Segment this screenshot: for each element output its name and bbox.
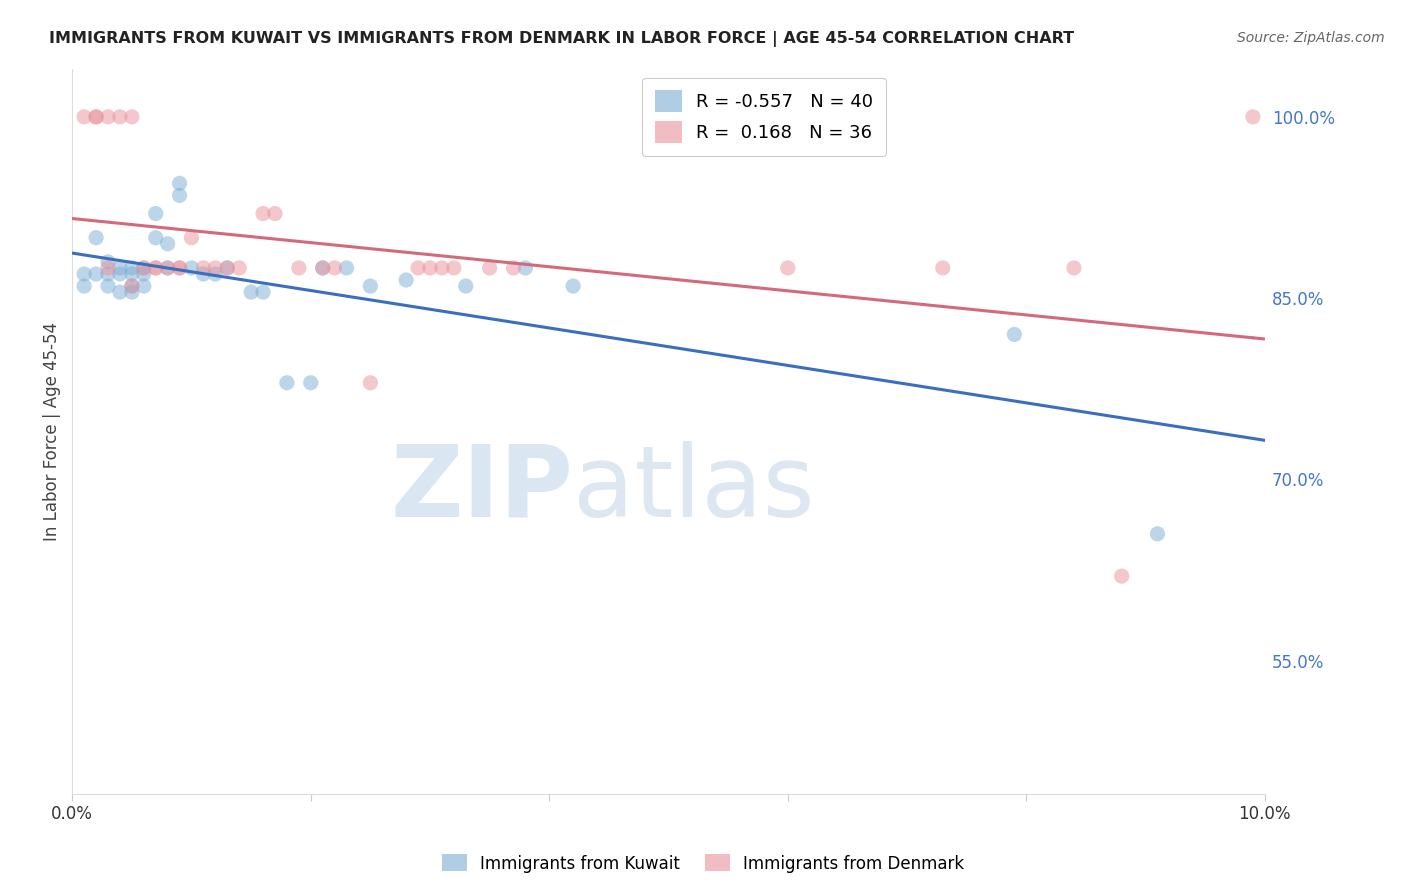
Point (145, 206, 167, 220)
Point (73, 267, 96, 281)
Point (502, 260, 524, 275)
Text: Source: ZipAtlas.com: Source: ZipAtlas.com (1237, 31, 1385, 45)
Legend: Immigrants from Kuwait, Immigrants from Denmark: Immigrants from Kuwait, Immigrants from … (434, 847, 972, 880)
Point (311, 260, 333, 275)
Point (121, 260, 143, 275)
Point (121, 110, 143, 124)
Point (97, 255, 120, 269)
Point (145, 260, 167, 275)
Point (169, 177, 191, 191)
Point (359, 376, 381, 390)
Point (108, 267, 131, 281)
Legend: R = -0.557   N = 40, R =  0.168   N = 36: R = -0.557 N = 40, R = 0.168 N = 36 (643, 78, 886, 156)
Point (73, 279, 96, 293)
Point (156, 260, 179, 275)
Point (419, 260, 441, 275)
Point (145, 231, 167, 245)
Point (359, 279, 381, 293)
Point (515, 260, 537, 275)
Point (97, 279, 120, 293)
Point (454, 279, 477, 293)
Point (108, 110, 131, 124)
Point (169, 188, 191, 202)
Point (932, 260, 955, 275)
Point (252, 206, 274, 220)
Point (443, 260, 465, 275)
Point (335, 260, 357, 275)
Point (776, 260, 799, 275)
Point (252, 285, 274, 299)
Point (1111, 569, 1133, 583)
Point (562, 279, 585, 293)
Point (323, 260, 346, 275)
Text: atlas: atlas (574, 441, 814, 538)
Point (84, 110, 107, 124)
Point (430, 260, 453, 275)
Point (121, 279, 143, 293)
Point (1146, 526, 1168, 541)
Point (395, 273, 418, 287)
Point (84, 231, 107, 245)
Text: IMMIGRANTS FROM KUWAIT VS IMMIGRANTS FROM DENMARK IN LABOR FORCE | AGE 45-54 COR: IMMIGRANTS FROM KUWAIT VS IMMIGRANTS FRO… (49, 31, 1074, 47)
Point (121, 279, 143, 293)
Point (108, 285, 131, 299)
Point (73, 110, 96, 124)
Point (193, 260, 215, 275)
Point (132, 260, 155, 275)
Point (132, 260, 155, 275)
Point (169, 260, 191, 275)
Point (217, 260, 239, 275)
Point (311, 260, 333, 275)
Point (288, 260, 311, 275)
Point (132, 279, 155, 293)
Point (264, 206, 287, 220)
Point (193, 267, 215, 281)
Y-axis label: In Labor Force | Age 45-54: In Labor Force | Age 45-54 (44, 322, 60, 541)
Point (1241, 110, 1264, 124)
Point (204, 267, 226, 281)
Point (169, 260, 191, 275)
Point (84, 267, 107, 281)
Point (478, 260, 501, 275)
Point (406, 260, 429, 275)
Point (217, 260, 239, 275)
Point (132, 267, 155, 281)
Point (121, 267, 143, 281)
Point (108, 260, 131, 275)
Point (1002, 327, 1025, 342)
Point (97, 260, 120, 275)
Point (228, 260, 250, 275)
Point (1063, 260, 1085, 275)
Point (121, 285, 143, 299)
Point (84, 110, 107, 124)
Point (276, 376, 298, 390)
Point (180, 231, 202, 245)
Point (145, 260, 167, 275)
Point (156, 260, 179, 275)
Point (240, 285, 263, 299)
Point (156, 236, 179, 251)
Point (97, 267, 120, 281)
Point (299, 376, 322, 390)
Point (180, 260, 202, 275)
Point (204, 260, 226, 275)
Point (97, 110, 120, 124)
Text: ZIP: ZIP (391, 441, 574, 538)
